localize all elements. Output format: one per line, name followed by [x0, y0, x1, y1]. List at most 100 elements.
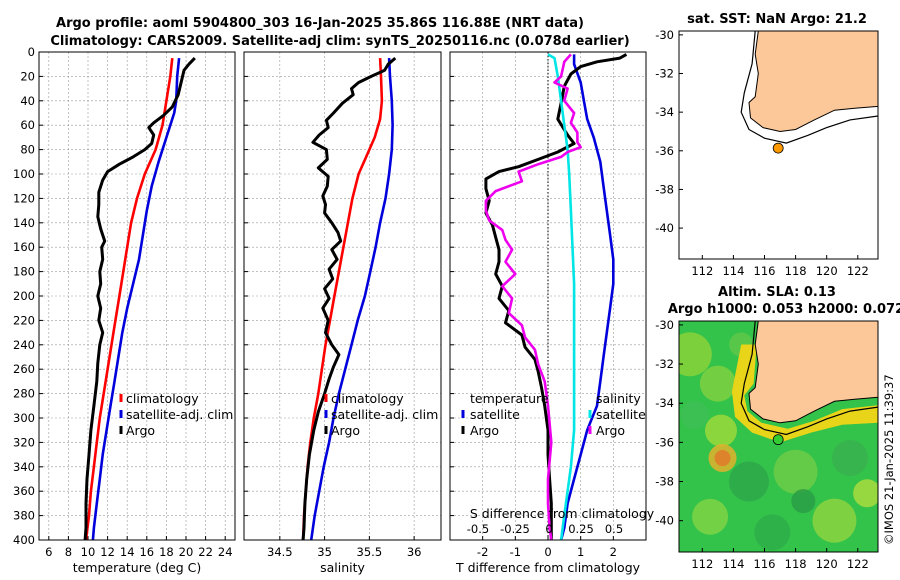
series-line-climatology	[301, 58, 384, 540]
figure-title-line1: Argo profile: aoml 5904800_303 16-Jan-20…	[56, 16, 584, 31]
sla-anomaly-blob	[832, 440, 869, 477]
sst-map-title: sat. SST: NaN Argo: 21.2	[687, 12, 867, 27]
x-tick-label: 16	[139, 545, 154, 559]
sla-anomaly-blob	[692, 498, 729, 535]
lat-tick-label: -38	[655, 182, 674, 196]
x-tick-label: 34.5	[267, 545, 293, 559]
x-tick-label: 22	[198, 545, 213, 559]
y-tick-label: 140	[13, 216, 35, 230]
lat-tick-label: -30	[655, 28, 674, 42]
lat-tick-label: -30	[655, 318, 674, 332]
series-line-argo	[83, 57, 196, 540]
y-tick-label: 60	[20, 118, 35, 132]
lat-tick-label: -40	[655, 514, 674, 528]
y-tick-label: 20	[20, 69, 35, 83]
legend-label: Argo	[596, 423, 625, 438]
y-tick-label: 100	[13, 167, 35, 181]
legend-title-salinity: salinity	[596, 391, 641, 406]
plot-frame	[243, 51, 442, 541]
s-axis-label: S difference from climatology	[470, 506, 655, 521]
map-frame	[678, 320, 879, 553]
series-line-climatology	[84, 57, 174, 540]
lat-tick-label: -34	[655, 105, 674, 119]
y-tick-label: 320	[13, 435, 35, 449]
lat-tick-label: -36	[655, 144, 674, 158]
lon-tick-label: 122	[847, 264, 869, 278]
legend-label: satellite-adj. clim	[126, 407, 233, 422]
sla-anomaly-blob	[773, 449, 818, 494]
x-tick-label: 36	[407, 545, 422, 559]
y-tick-label: 200	[13, 289, 35, 303]
imos-watermark: ©IMOS 21-Jan-2025 11:39:37	[882, 374, 896, 545]
sla-anomaly-blob	[714, 450, 731, 467]
lon-tick-label: 116	[754, 557, 776, 571]
s-tick-label: -0.5	[467, 522, 489, 536]
shelf-contour	[740, 31, 878, 144]
series-line-temperature-argo	[484, 53, 628, 540]
lon-tick-label: 118	[785, 557, 807, 571]
y-tick-label: 360	[13, 484, 35, 498]
sla-anomaly-blob	[754, 514, 791, 551]
legend-label: Argo	[470, 423, 499, 438]
lon-tick-label: 112	[691, 557, 713, 571]
y-tick-label: 0	[28, 45, 35, 59]
x-axis-label: T difference from climatology	[455, 560, 641, 575]
legend-label: satellite	[596, 407, 646, 422]
y-tick-label: 380	[13, 509, 35, 523]
sla-map-title2: Argo h1000: 0.053 h2000: 0.072	[668, 302, 900, 317]
y-tick-label: 280	[13, 387, 35, 401]
x-tick-label: 0	[544, 545, 551, 559]
x-tick-label: 35	[317, 545, 332, 559]
x-tick-label: 8	[65, 545, 72, 559]
s-tick-label: 0	[545, 522, 552, 536]
land-mass	[748, 321, 878, 424]
series-line-salinity-satellite	[547, 53, 576, 540]
sla-map: Altim. SLA: 0.13 Argo h1000: 0.053 h2000…	[655, 285, 900, 571]
y-tick-label: 40	[20, 94, 35, 108]
sla-map-title1: Altim. SLA: 0.13	[718, 285, 836, 300]
s-tick-label: 0.25	[568, 522, 594, 536]
difference-profile-panel: -2 -1 0 1 2T difference from climatology temp…	[449, 51, 655, 575]
figure-title-line2: Climatology: CARS2009. Satellite-adj cli…	[50, 34, 629, 49]
shelf-contour	[740, 321, 878, 436]
x-tick-label: 18	[159, 545, 174, 559]
y-tick-label: 160	[13, 240, 35, 254]
sla-anomaly-blob	[853, 479, 878, 508]
y-tick-label: 220	[13, 313, 35, 327]
lon-tick-label: 118	[785, 264, 807, 278]
plot-frame	[38, 51, 236, 541]
y-tick-label: 120	[13, 191, 35, 205]
sla-anomaly-blob	[728, 461, 769, 502]
salinity-profile-panel: 34.5 35 35.5 36 salinity climatologysatellite…	[243, 51, 442, 575]
legend-label: Argo	[126, 423, 155, 438]
x-axis-label: temperature (deg C)	[73, 560, 202, 575]
legend-label: satellite	[470, 407, 520, 422]
sla-anomaly-blob	[812, 498, 857, 543]
x-tick-label: 35.5	[357, 545, 383, 559]
lon-tick-label: 112	[691, 264, 713, 278]
lat-tick-label: -34	[655, 396, 674, 410]
x-tick-label: -1	[510, 545, 521, 559]
land-mass	[748, 31, 878, 133]
y-tick-label: 300	[13, 411, 35, 425]
x-tick-label: 12	[100, 545, 115, 559]
lat-tick-label: -32	[655, 67, 674, 81]
s-tick-label: -0.25	[500, 522, 530, 536]
legend-label: climatology	[331, 391, 404, 406]
lon-tick-label: 116	[754, 264, 776, 278]
y-tick-label: 340	[13, 460, 35, 474]
temperature-profile-panel: 0 20 40 60 80 100 120 140 160 180 200 220 240 260 280 3…	[13, 45, 236, 575]
lat-tick-label: -36	[655, 435, 674, 449]
sla-anomaly-blob	[679, 332, 712, 377]
sla-anomaly-blob	[699, 365, 736, 402]
lon-tick-label: 122	[847, 557, 869, 571]
legend-label: climatology	[126, 391, 199, 406]
s-tick-label: 0.5	[605, 522, 623, 536]
y-tick-label: 80	[20, 143, 35, 157]
lon-tick-label: 120	[816, 557, 838, 571]
lon-tick-label: 114	[722, 557, 744, 571]
series-line-satellite-adj-clim	[91, 57, 181, 540]
y-tick-label: 260	[13, 362, 35, 376]
x-tick-label: 14	[120, 545, 135, 559]
sla-anomaly-blob	[791, 489, 816, 514]
